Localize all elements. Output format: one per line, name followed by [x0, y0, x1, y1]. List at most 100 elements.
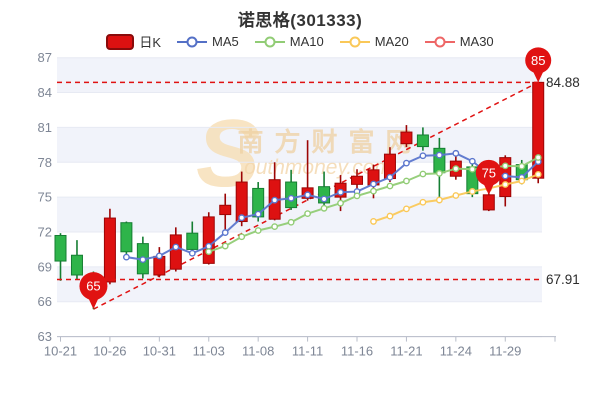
candle-body-11-03	[202, 216, 215, 264]
ma-point	[452, 192, 460, 199]
ma-point	[254, 227, 262, 234]
y-axis-label: 63	[38, 329, 52, 344]
badge-pin-65	[79, 272, 108, 301]
watermark-s: S	[196, 100, 260, 207]
badge-label: 85	[531, 53, 545, 68]
x-axis-label: 11-29	[489, 344, 521, 359]
candle-body-11-21	[400, 131, 413, 145]
badge-label: 75	[482, 165, 496, 180]
badge-label: 65	[86, 279, 100, 294]
candle-body-11-16	[351, 175, 364, 185]
legend-item-MA5[interactable]: MA5	[177, 34, 239, 49]
ma-point	[221, 229, 229, 236]
x-axis-label: 11-24	[440, 344, 472, 359]
legend-item-日K[interactable]: 日K	[106, 32, 161, 51]
mark-line-label: 84.88	[546, 75, 580, 90]
legend-label: MA10	[289, 34, 324, 49]
y-axis-label: 84	[38, 85, 52, 100]
legend-item-MA20[interactable]: MA20	[339, 34, 409, 49]
candle-body-11-02	[186, 232, 199, 250]
x-axis-label: 10-26	[93, 344, 126, 359]
ma-point	[386, 173, 394, 181]
legend-label: MA30	[459, 34, 494, 49]
candle-body-10-24	[70, 254, 83, 276]
ma-legend-marker	[339, 36, 370, 47]
ma-point	[468, 165, 476, 173]
y-axis-label: 66	[38, 294, 52, 309]
ma-point	[271, 223, 279, 231]
chart-title: 诺思格(301333)	[237, 11, 363, 30]
ma-point	[534, 154, 542, 161]
ma-point	[271, 196, 279, 204]
candle-body-11-22	[416, 134, 429, 148]
ma-point	[435, 196, 443, 204]
ma-point	[353, 192, 361, 200]
ma-point	[435, 151, 443, 159]
badge-markers: 65 75 85	[79, 47, 552, 310]
ma-point	[155, 252, 163, 260]
ma-point	[320, 204, 328, 212]
ma-point	[419, 152, 427, 160]
trend-line	[93, 81, 539, 310]
candle-body-11-14	[318, 186, 331, 204]
candle-body-10-27	[120, 222, 133, 253]
ma-point	[304, 210, 311, 218]
ma-point	[419, 170, 427, 178]
ma-point	[287, 194, 295, 202]
chart-legend: 日K MA5 MA10 MA20 MA30	[0, 32, 600, 51]
ma-point	[304, 191, 311, 199]
ma-point	[501, 162, 509, 170]
ma-point	[238, 233, 246, 241]
ma-point	[435, 169, 443, 177]
candle-body-11-01	[169, 234, 182, 270]
ma-point	[518, 177, 526, 185]
ma-point	[370, 187, 377, 195]
x-axis-label: 10-21	[44, 344, 77, 359]
ma-point	[320, 195, 328, 203]
ma-point	[221, 242, 229, 250]
ma-point	[468, 157, 476, 165]
mark-line-label: 67.91	[546, 272, 580, 287]
legend-item-MA10[interactable]: MA10	[254, 34, 324, 49]
ma-legend-marker	[424, 36, 455, 47]
ma-point	[403, 159, 410, 167]
ma-point	[386, 212, 394, 220]
ma-point	[122, 253, 130, 261]
x-axis-label: 11-16	[341, 344, 373, 359]
ma-point	[386, 182, 394, 190]
ma-point	[238, 214, 246, 222]
ma-legend-marker	[177, 36, 208, 47]
price-bands	[57, 57, 542, 337]
ma-point	[501, 181, 509, 188]
x-axis-label: 11-08	[242, 344, 274, 359]
ma-point	[172, 243, 180, 251]
candle-body-11-07	[235, 181, 248, 223]
y-axis-label: 87	[38, 50, 52, 65]
ma-point	[403, 177, 410, 185]
legend-item-MA30[interactable]: MA30	[424, 34, 494, 49]
legend-label: MA20	[374, 34, 409, 49]
x-axis-label: 11-03	[193, 344, 225, 359]
kline-legend-marker	[106, 33, 135, 50]
legend-label: MA5	[212, 34, 239, 49]
y-axis-label: 75	[38, 190, 52, 205]
y-axis-label: 81	[38, 120, 52, 135]
candle-body-11-04	[219, 204, 232, 216]
x-axis-label: 11-11	[292, 344, 323, 359]
y-axis-label: 69	[38, 259, 52, 274]
axes: 10-21 10-26 10-31 11-03 11-08 11-11 11-16 11-21…	[38, 50, 556, 359]
y-axis-label: 72	[38, 225, 52, 240]
ma-point	[452, 165, 460, 173]
legend-label: 日K	[139, 35, 162, 50]
candle-body-10-26	[103, 217, 116, 283]
ma-point	[337, 188, 344, 196]
candle-body-10-21	[54, 234, 67, 262]
ma-point	[139, 256, 147, 264]
x-axis-label: 10-31	[143, 344, 176, 359]
ma-point	[468, 188, 476, 195]
ma-point	[205, 242, 213, 250]
ma-point	[518, 162, 526, 170]
